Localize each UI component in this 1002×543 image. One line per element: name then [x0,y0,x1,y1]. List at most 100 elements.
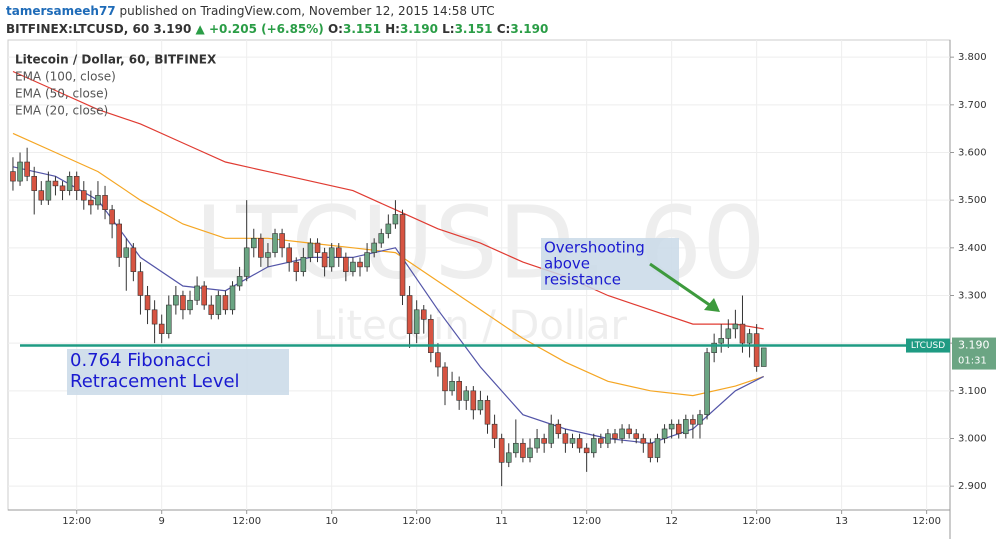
candle-body [505,452,512,463]
candle-body [187,299,193,311]
annotation-text: 0.764 Fibonacci [70,350,211,371]
last: 3.190 [153,22,191,36]
price-label: 3.190 [958,339,990,352]
candle-body [357,261,363,268]
candle-body [463,390,470,401]
candle-body [243,247,250,277]
x-tick-label: 11 [495,516,508,527]
candle-body [569,438,576,444]
y-tick-label: 3.500 [958,195,987,206]
candle-body [498,438,505,463]
candle-body [88,199,94,206]
candle-body [364,252,370,268]
candle-body [130,247,137,272]
legend-entry: EMA (20, close) [15,104,108,118]
candle-body [470,390,477,411]
legend-entry: EMA (50, close) [15,87,108,101]
candle-body [654,438,661,458]
plot [10,70,767,487]
candle-body [286,247,292,263]
annotation-box [67,349,289,395]
candle-body [109,209,115,225]
candle-body [598,438,604,444]
candle-body [59,185,66,191]
candle-body [562,433,569,444]
y-tick-label: 3.000 [958,433,987,444]
candle-body [449,380,455,392]
c: 3.190 [510,22,548,36]
author[interactable]: tamersameeh77 [6,4,116,18]
annotation-text: resistance [544,271,621,289]
l-label: L: [442,22,454,36]
candle-body [413,309,420,334]
candle-body [250,237,257,249]
x-tick-label: 12:00 [742,516,771,527]
x-tick-label: 13 [835,516,848,527]
candle-body [442,366,448,392]
candle-body [66,176,73,191]
candle-body [307,242,314,258]
candle-body [165,304,172,334]
candle-body [725,328,732,339]
candle-body [392,214,399,225]
candle-body [215,295,222,315]
candle-body [732,323,739,330]
candle-body [541,438,547,444]
candle-body [265,252,271,258]
header-line-2: BITFINEX:LTCUSD, 60 3.190 ▲ +0.205 (+6.8… [6,22,548,36]
candle-body [371,242,377,253]
candle-body [399,214,406,296]
candle-body [258,237,264,258]
candle-body [314,242,321,253]
x-tick-label: 12:00 [62,516,91,527]
o-label: O: [328,22,343,36]
candle-body [17,161,23,182]
x-tick-label: 12 [665,516,678,527]
candle-body [10,171,16,182]
change: ▲ +0.205 (+6.85%) [196,22,324,36]
arrow [649,262,715,310]
x-tick-label: 12:00 [912,516,941,527]
c-label: C: [497,22,511,36]
candle-body [406,295,413,334]
candle-body [576,438,583,449]
candle-body [668,423,675,430]
x-tick-label: 9 [159,516,165,527]
candle-body [590,438,597,454]
header-line-1: tamersameeh77 published on TradingView.c… [6,4,495,18]
candle-body [151,309,158,325]
candle-body [116,223,122,258]
candle-body [605,433,611,444]
candle-body [31,176,37,191]
candle-body [690,419,696,425]
y-tick-label: 3.100 [958,386,987,397]
published: published on TradingView.com, November 1… [120,4,495,18]
candle-body [45,180,52,201]
candle-body [704,352,710,415]
candle-body [739,323,746,344]
candle-body [633,433,640,439]
candle-body [491,423,498,439]
candle-body [300,257,307,272]
candle-body [385,223,392,234]
candle-body [520,442,526,458]
l: 3.151 [455,22,493,36]
x-tick-label: 12:00 [232,516,261,527]
candle-body [612,433,618,439]
candle-body [73,176,80,191]
x-tick-label: 12:00 [572,516,601,527]
candle-body [753,333,760,367]
candle-body [229,285,236,311]
candle-body [293,261,300,272]
candle-body [272,233,278,253]
candle-body [194,285,200,301]
candle-body [378,233,385,244]
y-tick-label: 3.700 [958,100,987,111]
candle-body [158,323,165,334]
y-tick-label: 3.600 [958,147,987,158]
price-tag-symbol: LTCUSD [911,341,945,351]
candle-body [647,442,654,458]
candle-body [123,247,130,258]
